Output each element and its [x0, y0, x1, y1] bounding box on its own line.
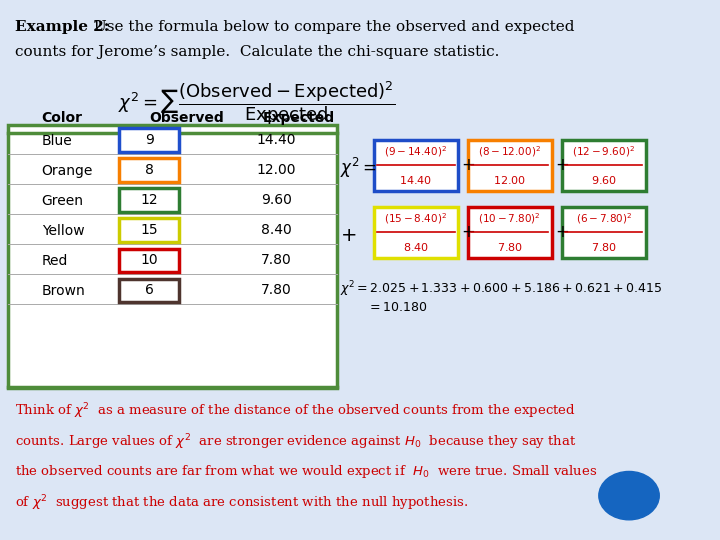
Text: Green: Green — [42, 194, 84, 208]
Text: Observed: Observed — [149, 111, 224, 125]
Text: $8.40$: $8.40$ — [403, 241, 429, 253]
FancyBboxPatch shape — [119, 158, 179, 182]
Text: $12.00$: $12.00$ — [493, 174, 526, 186]
Text: $(6-7.80)^2$: $(6-7.80)^2$ — [576, 212, 632, 226]
Text: 6: 6 — [145, 284, 153, 298]
Text: 8.40: 8.40 — [261, 223, 292, 237]
Text: Orange: Orange — [42, 164, 93, 178]
Text: $+$: $+$ — [462, 224, 475, 241]
Text: $(9-14.40)^2$: $(9-14.40)^2$ — [384, 144, 447, 159]
Text: the observed counts are far from what we would expect if  $H_0$  were true. Smal: the observed counts are far from what we… — [15, 463, 598, 480]
Text: counts. Large values of $\chi^2$  are stronger evidence against $H_0$  because t: counts. Large values of $\chi^2$ are str… — [15, 432, 576, 452]
Text: $(12-9.60)^2$: $(12-9.60)^2$ — [572, 144, 636, 159]
FancyBboxPatch shape — [119, 128, 179, 152]
Text: $(10-7.80)^2$: $(10-7.80)^2$ — [479, 212, 541, 226]
FancyBboxPatch shape — [8, 125, 337, 388]
FancyBboxPatch shape — [374, 140, 458, 191]
Text: Expected: Expected — [264, 111, 336, 125]
Text: 8: 8 — [145, 163, 153, 177]
Text: 9: 9 — [145, 133, 153, 147]
Text: Brown: Brown — [42, 285, 86, 299]
Text: 12: 12 — [140, 193, 158, 207]
Text: 7.80: 7.80 — [261, 284, 292, 298]
Text: $+$: $+$ — [341, 226, 357, 245]
FancyBboxPatch shape — [468, 207, 552, 258]
Text: $= 10.180$: $= 10.180$ — [367, 301, 428, 314]
Text: $9.60$: $9.60$ — [591, 174, 617, 186]
Text: Yellow: Yellow — [42, 224, 84, 238]
Text: $+$: $+$ — [462, 156, 475, 174]
FancyBboxPatch shape — [119, 279, 179, 302]
Text: $\chi^2 = 2.025 + 1.333 + 0.600 + 5.186 + 0.621 + 0.415$: $\chi^2 = 2.025 + 1.333 + 0.600 + 5.186 … — [341, 279, 662, 299]
FancyBboxPatch shape — [119, 218, 179, 242]
Text: $(8-12.00)^2$: $(8-12.00)^2$ — [478, 144, 541, 159]
Text: $\chi^2 = \sum \dfrac{(\mathrm{Observed} - \mathrm{Expected})^2}{\mathrm{Expecte: $\chi^2 = \sum \dfrac{(\mathrm{Observed}… — [118, 79, 395, 127]
FancyBboxPatch shape — [374, 207, 458, 258]
FancyBboxPatch shape — [562, 207, 646, 258]
Text: of $\chi^2$  suggest that the data are consistent with the null hypothesis.: of $\chi^2$ suggest that the data are co… — [15, 494, 468, 513]
Text: 7.80: 7.80 — [261, 253, 292, 267]
Text: Example 2:: Example 2: — [15, 20, 109, 34]
Text: $+$: $+$ — [555, 224, 570, 241]
Text: 15: 15 — [140, 223, 158, 237]
FancyBboxPatch shape — [119, 248, 179, 272]
Text: $14.40$: $14.40$ — [400, 174, 433, 186]
FancyBboxPatch shape — [468, 140, 552, 191]
Text: Red: Red — [42, 254, 68, 268]
FancyBboxPatch shape — [119, 188, 179, 212]
Text: 9.60: 9.60 — [261, 193, 292, 207]
Text: $\chi^2 =$: $\chi^2 =$ — [341, 156, 377, 180]
Text: $(15-8.40)^2$: $(15-8.40)^2$ — [384, 212, 447, 226]
Text: Blue: Blue — [42, 134, 73, 148]
Text: 12.00: 12.00 — [257, 163, 297, 177]
Text: 10: 10 — [140, 253, 158, 267]
Text: counts for Jerome’s sample.  Calculate the chi-square statistic.: counts for Jerome’s sample. Calculate th… — [15, 45, 499, 59]
Text: $7.80$: $7.80$ — [591, 241, 617, 253]
Text: Think of $\chi^2$  as a measure of the distance of the observed counts from the : Think of $\chi^2$ as a measure of the di… — [15, 402, 576, 421]
Text: $7.80$: $7.80$ — [497, 241, 523, 253]
Text: 14.40: 14.40 — [257, 133, 297, 147]
Circle shape — [599, 471, 660, 520]
FancyBboxPatch shape — [562, 140, 646, 191]
Text: Use the formula below to compare the observed and expected: Use the formula below to compare the obs… — [89, 20, 574, 34]
Text: Color: Color — [42, 111, 83, 125]
Text: $+$: $+$ — [555, 156, 570, 174]
